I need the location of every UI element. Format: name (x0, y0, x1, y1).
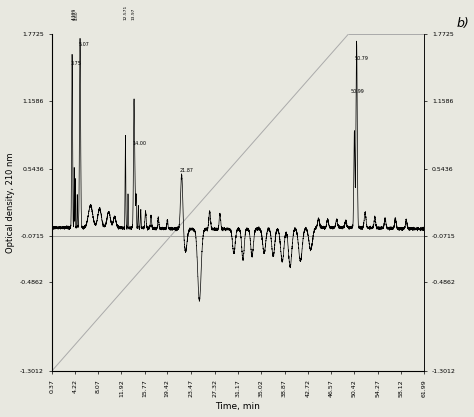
Text: 12.571: 12.571 (123, 5, 128, 20)
Text: 50.99: 50.99 (351, 89, 365, 94)
Text: 3.75: 3.75 (71, 61, 82, 66)
Text: 5.07: 5.07 (79, 42, 90, 47)
Text: 50.79: 50.79 (355, 56, 369, 61)
Text: b): b) (456, 17, 469, 30)
Text: 4.60: 4.60 (75, 10, 79, 20)
Text: 4.101: 4.101 (72, 8, 76, 20)
Text: 4.271: 4.271 (73, 8, 77, 20)
Y-axis label: Optical density, 210 nm: Optical density, 210 nm (6, 152, 15, 253)
X-axis label: Time, min: Time, min (216, 402, 260, 412)
Text: 21.87: 21.87 (180, 168, 193, 173)
Text: 13.97: 13.97 (132, 8, 136, 20)
Text: 14.00: 14.00 (133, 141, 147, 146)
